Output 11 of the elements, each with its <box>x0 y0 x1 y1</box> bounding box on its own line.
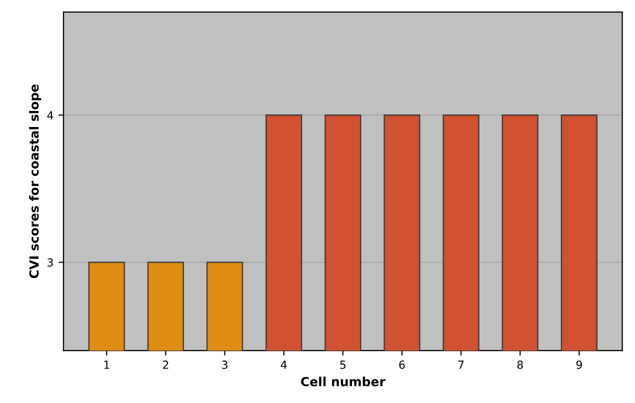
x-tick-label: 5 <box>340 360 346 369</box>
x-tick-label: 2 <box>162 360 168 369</box>
y-axis-title: CVI scores for coastal slope <box>29 84 42 278</box>
x-tick-label: 4 <box>280 360 287 369</box>
x-tick-label: 8 <box>517 360 523 369</box>
x-axis-title: Cell number <box>301 376 386 386</box>
x-tick-label: 7 <box>458 360 464 369</box>
x-tick-label: 1 <box>104 360 110 369</box>
x-tick-label: 6 <box>399 360 405 369</box>
x-tick-label: 3 <box>222 360 228 369</box>
x-tick-label: 9 <box>576 360 582 369</box>
